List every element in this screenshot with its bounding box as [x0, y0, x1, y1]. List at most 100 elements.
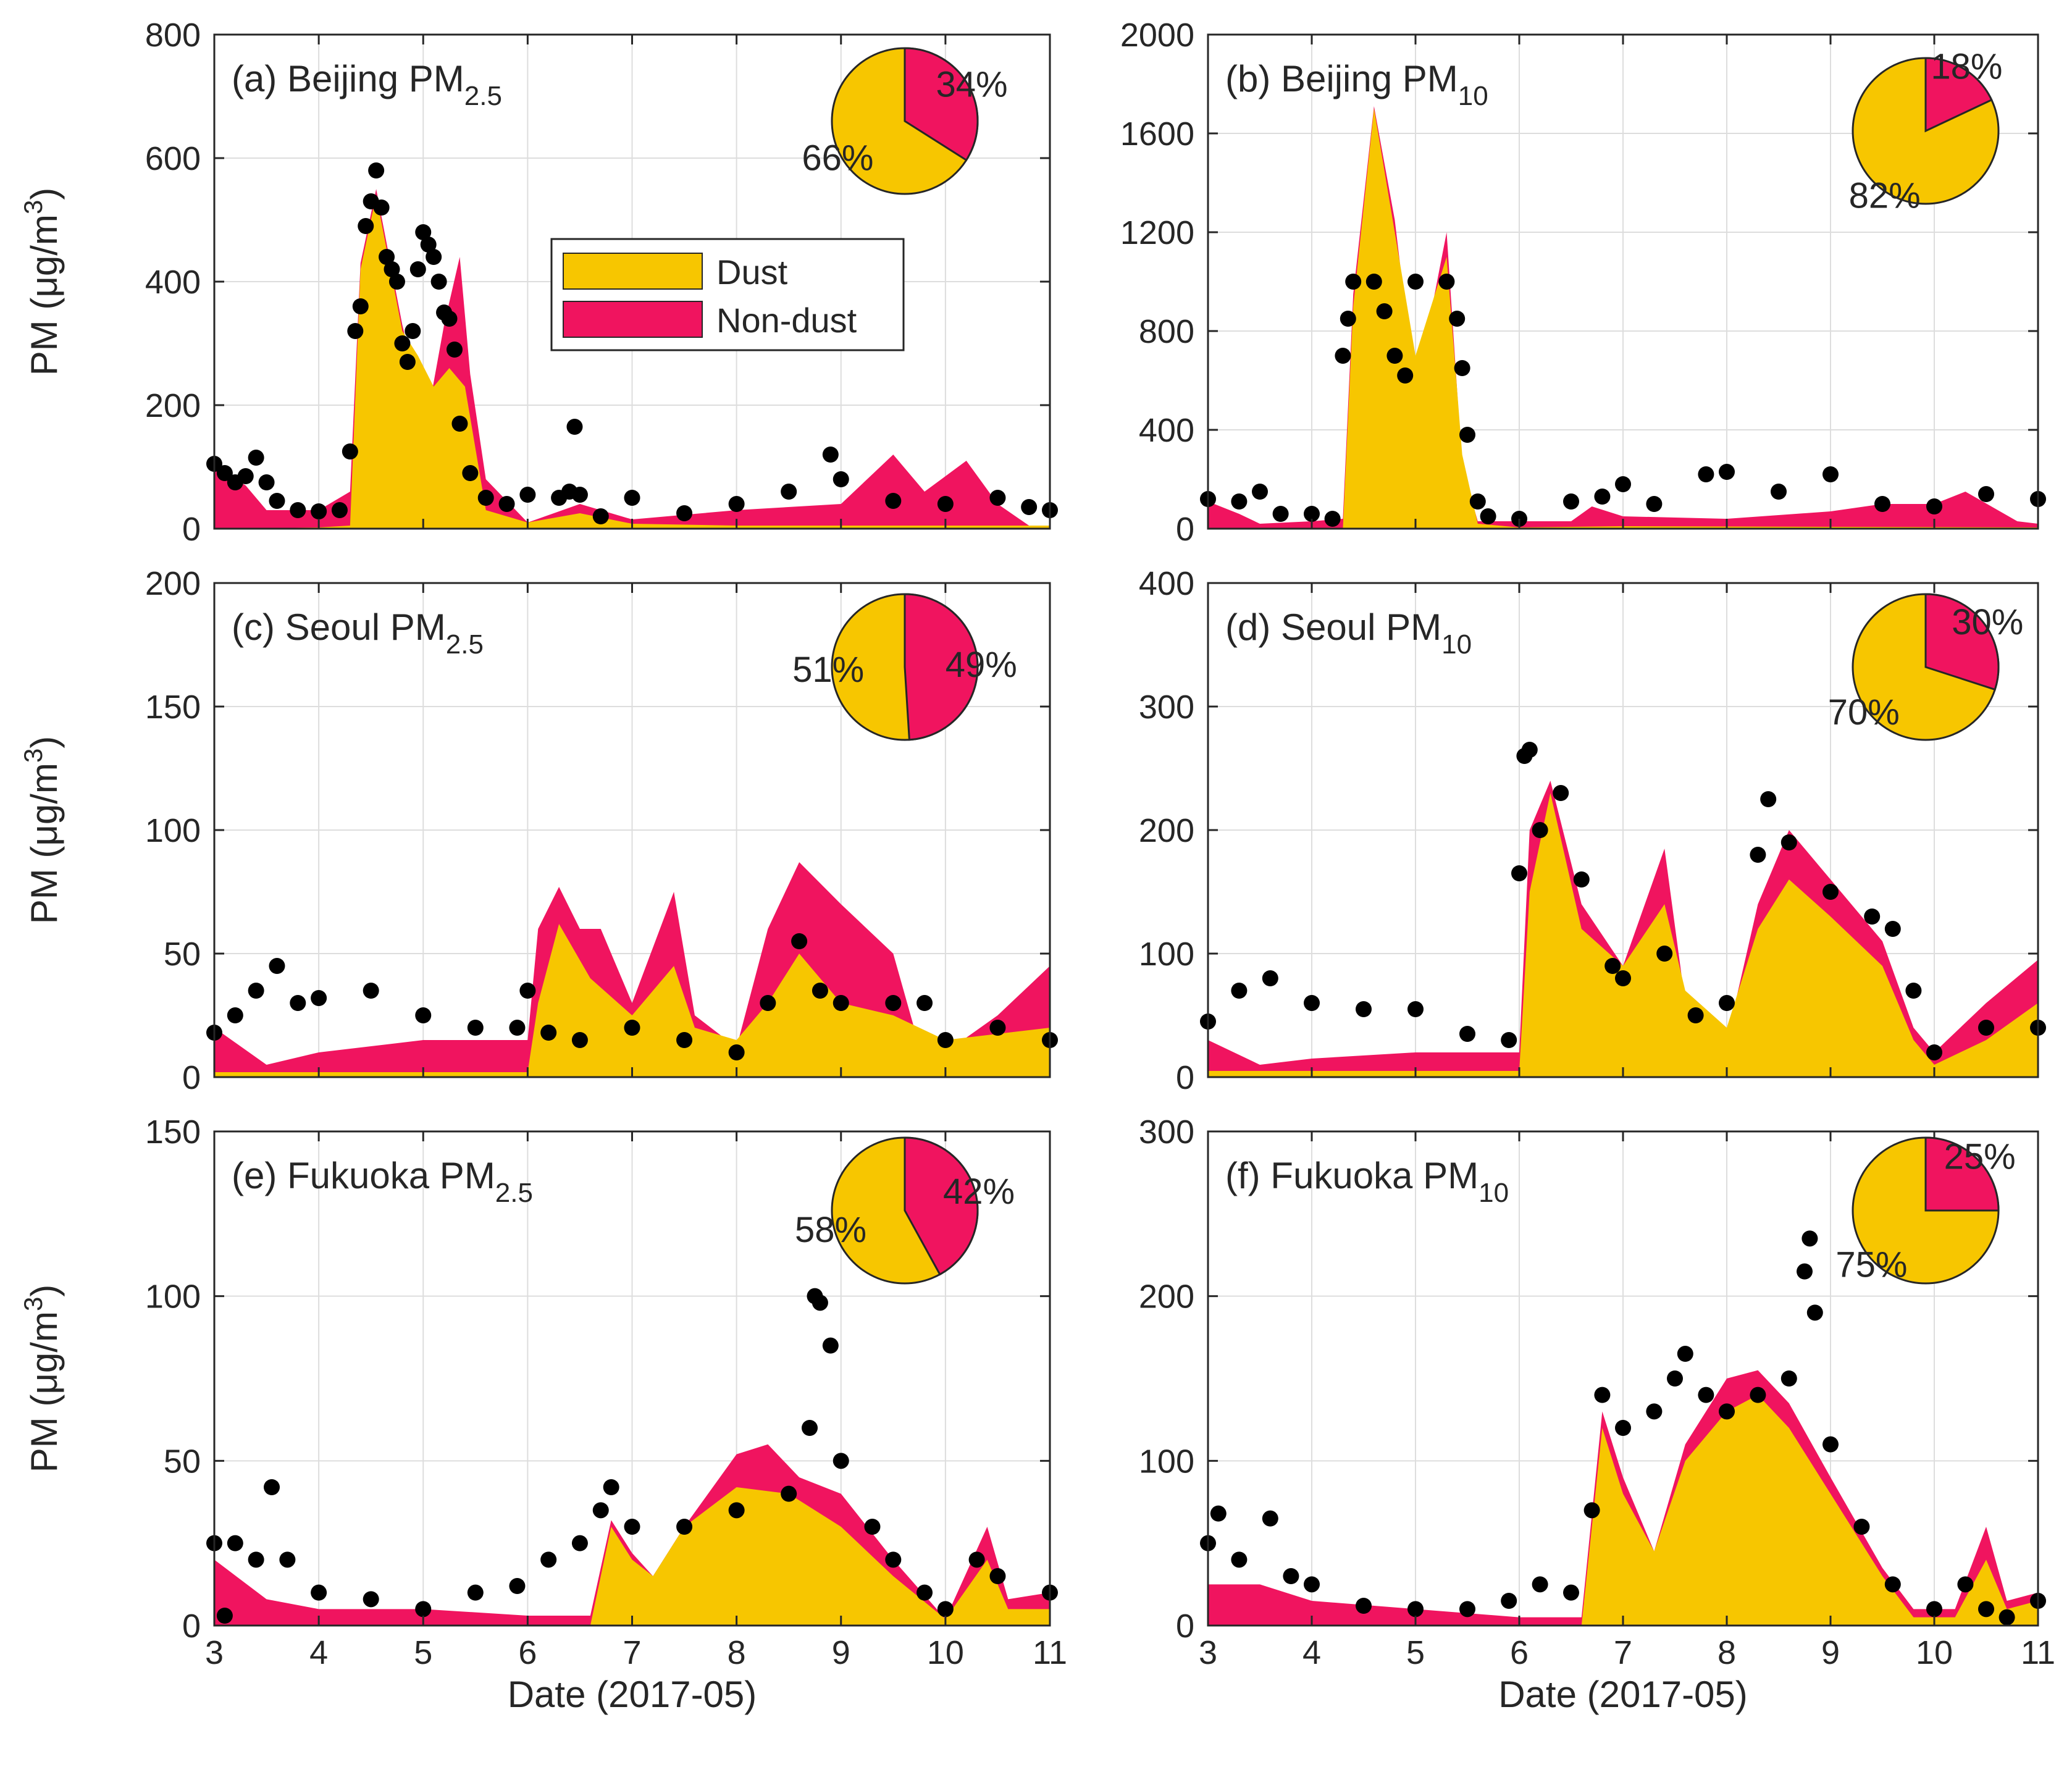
y-axis-label: PM (μg/m3) [19, 1285, 65, 1473]
obs-point [1594, 489, 1611, 505]
obs-point [989, 490, 1006, 506]
obs-point [1687, 1007, 1704, 1023]
obs-point [1469, 493, 1486, 510]
obs-point [1771, 484, 1787, 500]
obs-point [728, 496, 745, 512]
obs-point [781, 1485, 797, 1502]
obs-point [1604, 958, 1621, 974]
obs-point [451, 416, 468, 432]
obs-point [363, 983, 379, 999]
obs-point [781, 484, 797, 500]
obs-point [227, 1007, 243, 1023]
obs-point [676, 1032, 693, 1048]
obs-point [1021, 499, 1038, 515]
obs-point [1335, 348, 1351, 364]
obs-point [1449, 311, 1466, 327]
obs-point [1822, 884, 1839, 900]
obs-point [1532, 822, 1548, 838]
obs-point [415, 1007, 432, 1023]
y-tick-label: 600 [145, 140, 201, 177]
pie-label-dust: 58% [795, 1210, 866, 1250]
y-axis-label-end: ) [23, 188, 65, 200]
obs-point [216, 465, 233, 481]
obs-point [1345, 274, 1362, 290]
obs-point [1884, 921, 1901, 937]
panel-title-subscript: 2.5 [464, 81, 502, 111]
panel-d: 0 100 200 300 400 (d) Seoul PM10 30% 70% [1139, 565, 2046, 1096]
y-axis-label: PM (μg/m3) [19, 736, 65, 925]
pie-label-dust: 82% [1849, 176, 1921, 216]
obs-point [331, 502, 348, 518]
y-axis-label-sup: 3 [19, 1297, 48, 1311]
obs-point [540, 1025, 557, 1041]
x-tick-label: 6 [1510, 1634, 1529, 1671]
obs-point [1698, 466, 1714, 482]
obs-point [1780, 1370, 1797, 1387]
obs-point [1376, 303, 1393, 319]
obs-point [1698, 1387, 1714, 1403]
y-tick-label: 300 [1139, 689, 1194, 726]
obs-point [1978, 1020, 1994, 1036]
panel-title: (a) Beijing PM2.5 [232, 58, 502, 111]
y-tick-label: 0 [1176, 511, 1194, 548]
legend-swatch-dust [563, 253, 703, 290]
dust-area [214, 195, 1050, 529]
obs-point [237, 468, 254, 484]
obs-point [446, 342, 463, 358]
obs-point [624, 490, 640, 506]
obs-point [227, 1535, 243, 1551]
panel-title-subscript: 10 [1479, 1178, 1509, 1208]
obs-point [1905, 983, 1922, 999]
x-axis-label: Date (2017-05) [1498, 1674, 1748, 1715]
obs-point [1750, 1387, 1766, 1403]
x-tick-label: 4 [309, 1634, 328, 1671]
obs-point [937, 1601, 954, 1618]
x-tick-label: 10 [927, 1634, 964, 1671]
obs-point [1454, 360, 1470, 376]
obs-point [812, 1295, 828, 1311]
obs-point [430, 274, 447, 290]
obs-point [592, 1502, 609, 1519]
obs-point [1262, 1510, 1278, 1527]
obs-point [1978, 1601, 1994, 1618]
y-tick-label: 50 [164, 936, 201, 973]
pie-label-dust: 51% [792, 650, 864, 690]
obs-point [624, 1020, 640, 1036]
obs-point [415, 1601, 432, 1618]
obs-point [1501, 1593, 1517, 1609]
obs-point [1459, 427, 1475, 443]
obs-point [1304, 1576, 1320, 1593]
obs-point [989, 1020, 1006, 1036]
obs-point [1407, 274, 1424, 290]
obs-point [509, 1578, 526, 1594]
y-tick-label: 200 [145, 565, 201, 602]
x-tick-label: 7 [1614, 1634, 1632, 1671]
obs-point [1272, 506, 1289, 522]
obs-point [1397, 367, 1414, 384]
obs-point [1386, 348, 1403, 364]
panel-title: (d) Seoul PM10 [1225, 606, 1472, 660]
obs-point [426, 249, 442, 265]
dust-area [1208, 109, 2038, 529]
y-tick-label: 0 [1176, 1608, 1194, 1645]
y-axis-label-main: PM (μg/m [23, 763, 65, 924]
dust-area [1208, 1395, 2038, 1626]
obs-point [571, 1032, 588, 1048]
obs-point [571, 1535, 588, 1551]
x-tick-label: 11 [1033, 1634, 1067, 1671]
y-axis-label: PM (μg/m3) [19, 188, 65, 376]
panel-title-main: (c) Seoul PM [232, 606, 446, 648]
panel-title-main: (a) Beijing PM [232, 58, 464, 99]
obs-point [1750, 847, 1766, 863]
x-axis-label: Date (2017-05) [508, 1674, 757, 1715]
dust-area [214, 924, 1050, 1077]
legend-swatch-nondust [563, 301, 703, 338]
panel-title-subscript: 2.5 [495, 1178, 533, 1208]
x-tick-label: 3 [205, 1634, 224, 1671]
x-tick-label: 4 [1302, 1634, 1321, 1671]
obs-point [420, 237, 437, 253]
obs-point [1874, 496, 1890, 512]
obs-point [1646, 1403, 1663, 1420]
